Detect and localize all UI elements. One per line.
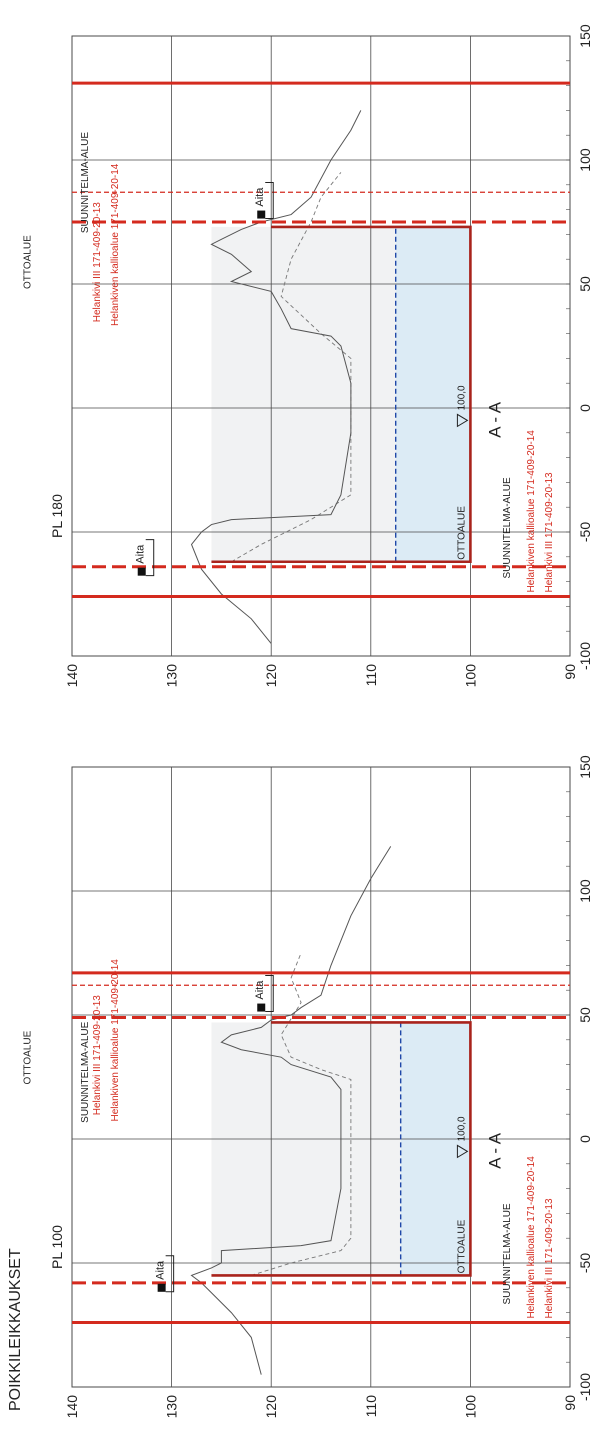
ottoalue-label: OTTOALUE [456, 506, 467, 560]
dig-outline [211, 225, 472, 564]
suunnitelma-label-right: SUUNNITELMA-ALUE [80, 1021, 91, 1122]
x-tick-label: 0 [577, 1135, 593, 1143]
y-tick-label: 90 [562, 1395, 578, 1411]
plot-frame [71, 766, 571, 1388]
y-tick-label: 130 [164, 664, 180, 688]
y-tick-label: 100 [462, 664, 478, 688]
fence-post-icon [157, 1283, 166, 1292]
section-mark-label: A - A [485, 1132, 504, 1169]
dig-outline [211, 1021, 472, 1277]
suunnitelma-label: SUUNNITELMA-ALUE [502, 477, 513, 578]
boundary-label-right: Helankivi III 171-409-20-13 [92, 995, 103, 1116]
y-tick-label: 100 [462, 1395, 478, 1419]
previous-ground-profile [231, 172, 352, 563]
x-tick-label: 50 [577, 1007, 593, 1023]
chart-layer: PL 100 -100 -50 0 50 100 150 90 100 110 120 130 140 1… [22, 24, 593, 1418]
level-marker-icon [456, 413, 469, 428]
x-tick-label: 0 [577, 404, 593, 412]
y-tick-label: 120 [263, 664, 279, 688]
fence-bracket [145, 539, 155, 577]
level-marker-icon [456, 1144, 469, 1159]
x-tick-label: 150 [577, 755, 593, 779]
x-tick-label: -50 [577, 522, 593, 542]
aita-label: Aita [254, 980, 266, 1000]
fence-post-icon [257, 210, 266, 219]
section-mark-label: A - A [485, 401, 504, 438]
boundary-label-right: Helankivi III 171-409-20-13 [92, 202, 103, 323]
y-tick-label: 120 [263, 1395, 279, 1419]
y-tick-label: 140 [64, 1395, 80, 1419]
boundary-label: Helankivi III 171-409-20-13 [544, 472, 555, 593]
sheet-title: POIKKILEIKKAUKSET [7, 1248, 24, 1411]
fence-bracket [265, 975, 274, 1013]
ground-profile [190, 110, 362, 644]
plot-frame [71, 35, 571, 657]
ground-profile [190, 846, 392, 1375]
x-tick-label: 100 [577, 148, 593, 172]
fence-bracket [165, 1255, 175, 1293]
x-tick-label: -100 [577, 642, 593, 670]
x-tick-label: -100 [577, 1373, 593, 1401]
suunnitelma-label-right: SUUNNITELMA-ALUE [80, 132, 91, 233]
y-tick-label: 90 [562, 664, 578, 680]
boundary-label: Helankiven kallioalue 171-409-20-14 [526, 1156, 537, 1319]
ottoalue-label: OTTOALUE [456, 1219, 467, 1273]
fence-bracket [265, 182, 274, 220]
section-title: PL 100 [49, 1225, 65, 1269]
ottoalue-label-top: OTTOALUE [22, 235, 33, 289]
section-title: PL 180 [49, 494, 65, 538]
fence-post-icon [257, 1003, 266, 1012]
dig-upper-fill [211, 1022, 401, 1276]
x-tick-label: 50 [577, 276, 593, 292]
aita-label: Aita [155, 1260, 167, 1280]
section-2: PL 180 -100 -50 0 50 100 150 90 100 110 120 130 140 1… [22, 24, 593, 687]
rotated-drawing: POIKKILEIKKAUKSET PL 100 -100 -50 0 50 100 150… [7, 24, 593, 1418]
x-tick-label: 100 [577, 879, 593, 903]
x-tick-label: 150 [577, 24, 593, 48]
ottoalue-label-top: OTTOALUE [22, 1030, 33, 1084]
level-label: 100,0 [456, 1116, 467, 1141]
fence-post-icon [137, 567, 146, 576]
section-1: PL 100 -100 -50 0 50 100 150 90 100 110 120 130 140 1… [22, 755, 593, 1418]
aita-label: Aita [135, 544, 147, 564]
boundary-label-right: Helankiven kallioalue 171-409-20-14 [110, 163, 121, 326]
aita-label: Aita [254, 187, 266, 207]
y-tick-label: 110 [363, 664, 379, 687]
boundary-label: Helankiven kallioalue 171-409-20-14 [526, 430, 537, 593]
dig-upper-fill [211, 226, 396, 562]
y-tick-label: 140 [64, 664, 80, 688]
boundary-label: Helankivi III 171-409-20-13 [544, 1198, 555, 1319]
y-tick-label: 130 [164, 1395, 180, 1419]
suunnitelma-label: SUUNNITELMA-ALUE [502, 1203, 513, 1304]
dig-water-fill [400, 1022, 471, 1276]
previous-ground-profile [251, 952, 352, 1276]
x-tick-label: -50 [577, 1253, 593, 1273]
boundary-label-right: Helankiven kallioalue 171-409-20-14 [110, 959, 121, 1122]
dig-water-fill [395, 226, 471, 562]
y-tick-label: 110 [363, 1395, 379, 1418]
level-label: 100,0 [456, 385, 467, 410]
